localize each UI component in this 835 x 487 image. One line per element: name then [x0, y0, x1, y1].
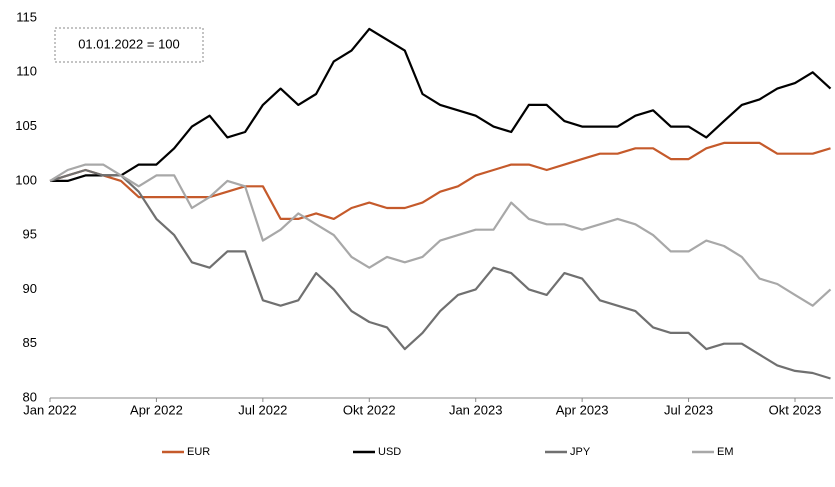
y-tick-label: 80: [23, 389, 37, 404]
x-tick-label: Jan 2022: [23, 402, 77, 417]
x-tick-label: Apr 2022: [130, 402, 183, 417]
x-tick-label: Jul 2022: [238, 402, 287, 417]
legend-label: EM: [717, 446, 734, 458]
series-line: [49, 141, 831, 220]
legend-label: USD: [378, 446, 401, 458]
y-tick-label: 85: [23, 335, 37, 350]
series-line: [50, 27, 832, 182]
annotation: 01.01.2022 = 100: [78, 36, 180, 51]
y-tick-label: 90: [23, 281, 37, 296]
legend-label: EUR: [187, 446, 210, 458]
annotation-box: [54, 27, 204, 63]
y-tick-label: 100: [15, 172, 37, 187]
legend-label: JPY: [570, 446, 591, 458]
x-tick-label: Apr 2023: [556, 402, 609, 417]
x-tick-label: Jan 2023: [449, 402, 503, 417]
x-tick-label: Okt 2022: [343, 402, 396, 417]
series-line: [49, 163, 832, 307]
y-tick-label: 110: [16, 64, 37, 79]
y-tick-label: 115: [16, 9, 37, 24]
series-line: [49, 168, 831, 380]
x-tick-label: Jul 2023: [664, 402, 713, 417]
y-tick-label: 105: [15, 118, 37, 133]
legend: EUR USD JPY EM: [162, 446, 734, 458]
x-tick-label: Okt 2023: [769, 402, 822, 417]
y-tick-label: 95: [23, 227, 37, 242]
